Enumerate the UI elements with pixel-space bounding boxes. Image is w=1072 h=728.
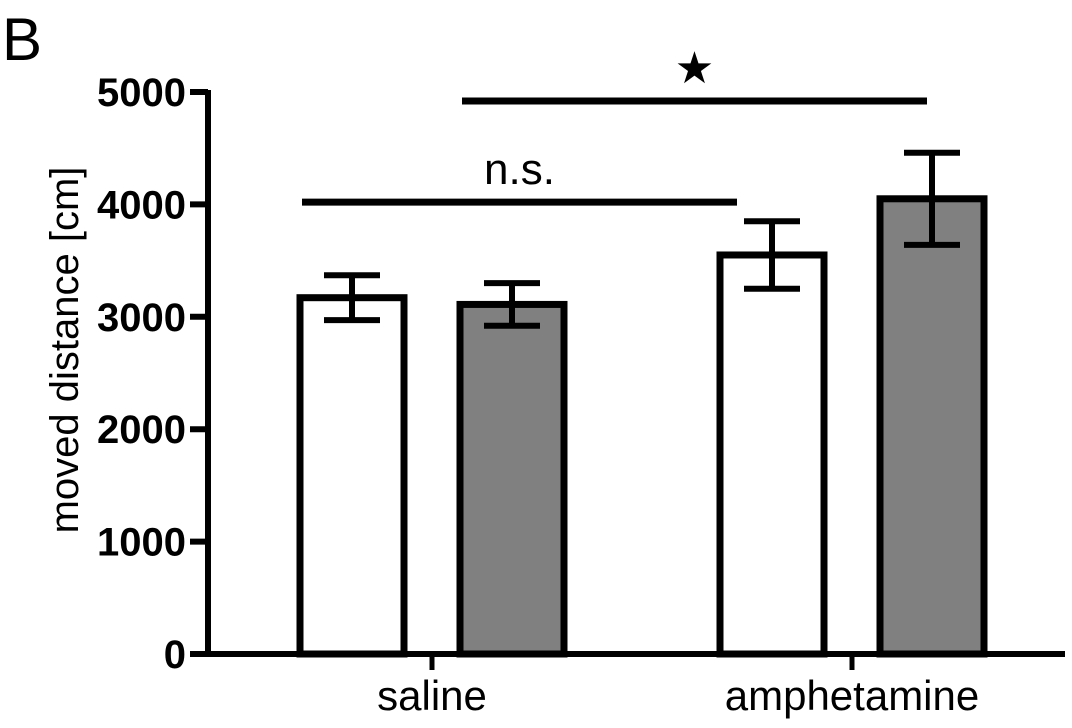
significance-label: ★: [675, 44, 714, 93]
y-tick-label: 4000: [97, 183, 186, 227]
plot-area: 0 1000 2000 3000 4000 5000 saline amphetamine n.…: [97, 44, 1065, 719]
significance-label: n.s.: [484, 145, 555, 194]
x-tick-label: saline: [377, 672, 487, 719]
y-axis-label: moved distance [cm]: [43, 167, 87, 534]
x-tick-label: amphetamine: [725, 672, 979, 719]
y-tick-label: 3000: [97, 296, 186, 340]
y-tick-label: 1000: [97, 521, 186, 565]
bar: [296, 294, 408, 658]
y-tick-label: 5000: [97, 71, 186, 115]
y-tick-label: 0: [164, 633, 186, 677]
bar: [456, 300, 568, 658]
bar: [716, 251, 828, 658]
panel-label: B: [2, 6, 42, 73]
bar: [876, 195, 988, 658]
y-tick-label: 2000: [97, 408, 186, 452]
